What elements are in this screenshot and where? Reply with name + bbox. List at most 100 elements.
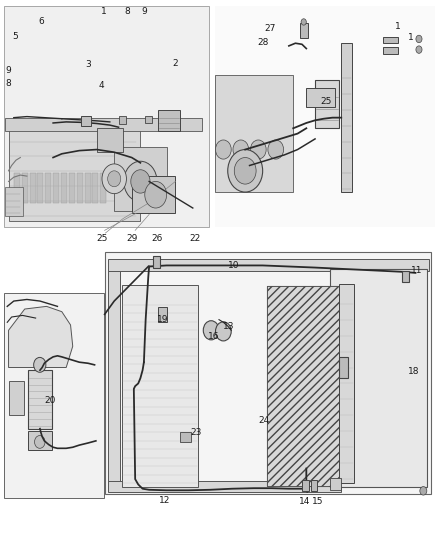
- Text: 4: 4: [98, 81, 104, 90]
- Bar: [383, 37, 398, 43]
- Circle shape: [234, 158, 256, 184]
- Text: 10: 10: [228, 261, 239, 270]
- Bar: [215, 75, 293, 192]
- Circle shape: [108, 171, 121, 187]
- Bar: [108, 259, 428, 271]
- Text: 25: 25: [96, 235, 108, 244]
- Bar: [158, 308, 166, 322]
- Circle shape: [268, 140, 284, 159]
- Bar: [114, 147, 166, 211]
- Circle shape: [233, 140, 249, 159]
- Bar: [383, 47, 398, 54]
- Bar: [108, 271, 120, 489]
- Text: 1: 1: [408, 34, 414, 43]
- Text: 18: 18: [408, 367, 420, 376]
- Circle shape: [34, 358, 46, 372]
- Text: 5: 5: [12, 33, 18, 42]
- Text: 1: 1: [395, 22, 401, 31]
- Bar: [267, 286, 339, 486]
- Circle shape: [102, 164, 127, 193]
- Circle shape: [215, 322, 231, 341]
- Bar: [132, 176, 175, 213]
- Text: 20: 20: [44, 396, 55, 405]
- Bar: [122, 285, 198, 487]
- Bar: [300, 23, 307, 38]
- Bar: [4, 6, 208, 227]
- Bar: [341, 43, 352, 192]
- Bar: [5, 187, 22, 216]
- Text: 22: 22: [190, 235, 201, 244]
- Bar: [28, 431, 52, 450]
- Circle shape: [416, 46, 422, 53]
- Bar: [97, 128, 123, 152]
- Bar: [152, 256, 159, 268]
- Bar: [92, 173, 99, 203]
- Circle shape: [301, 19, 306, 25]
- Bar: [37, 173, 43, 203]
- Circle shape: [203, 321, 219, 340]
- Circle shape: [215, 140, 231, 159]
- Text: 9: 9: [6, 67, 11, 75]
- Circle shape: [228, 150, 263, 192]
- Text: 24: 24: [258, 416, 269, 425]
- Bar: [53, 173, 59, 203]
- Text: 27: 27: [265, 24, 276, 33]
- Bar: [29, 173, 35, 203]
- Bar: [330, 478, 341, 490]
- Bar: [339, 357, 348, 378]
- Text: 8: 8: [6, 78, 11, 87]
- Text: 1: 1: [101, 7, 106, 16]
- Bar: [100, 173, 106, 203]
- Bar: [302, 480, 308, 491]
- Text: 2: 2: [173, 59, 178, 68]
- Polygon shape: [9, 306, 73, 368]
- Bar: [145, 116, 152, 123]
- Bar: [81, 116, 91, 126]
- Circle shape: [124, 161, 157, 201]
- Text: 9: 9: [141, 7, 147, 16]
- Bar: [21, 173, 28, 203]
- Bar: [315, 80, 339, 128]
- Circle shape: [416, 35, 422, 43]
- Bar: [267, 286, 339, 486]
- Circle shape: [420, 487, 427, 495]
- Text: 14: 14: [299, 497, 310, 506]
- Bar: [403, 271, 410, 282]
- Bar: [9, 381, 24, 415]
- Bar: [330, 269, 427, 487]
- Text: 15: 15: [312, 497, 323, 506]
- Text: 28: 28: [257, 38, 268, 47]
- Bar: [180, 432, 191, 442]
- Bar: [85, 173, 91, 203]
- Bar: [14, 173, 20, 203]
- Bar: [61, 173, 67, 203]
- Text: 13: 13: [223, 321, 234, 330]
- Bar: [28, 370, 52, 429]
- Text: 23: 23: [191, 428, 202, 437]
- Text: 29: 29: [126, 235, 138, 244]
- Bar: [9, 126, 140, 221]
- Bar: [45, 173, 51, 203]
- Bar: [158, 110, 180, 131]
- Circle shape: [145, 181, 166, 208]
- Text: 26: 26: [151, 235, 162, 244]
- Text: 16: 16: [208, 332, 219, 341]
- Text: 11: 11: [410, 266, 422, 275]
- Text: 19: 19: [156, 315, 168, 324]
- Bar: [4, 293, 104, 498]
- Bar: [311, 480, 317, 491]
- Bar: [306, 88, 335, 107]
- Text: 6: 6: [38, 18, 44, 27]
- Bar: [69, 173, 75, 203]
- Circle shape: [131, 169, 150, 193]
- Text: 25: 25: [320, 97, 332, 106]
- Bar: [105, 252, 431, 494]
- Bar: [119, 116, 127, 124]
- Bar: [339, 284, 354, 483]
- Text: 8: 8: [124, 7, 130, 16]
- Bar: [77, 173, 83, 203]
- Bar: [215, 6, 435, 227]
- Text: 3: 3: [85, 60, 91, 69]
- Bar: [108, 481, 341, 492]
- Text: 12: 12: [159, 496, 170, 505]
